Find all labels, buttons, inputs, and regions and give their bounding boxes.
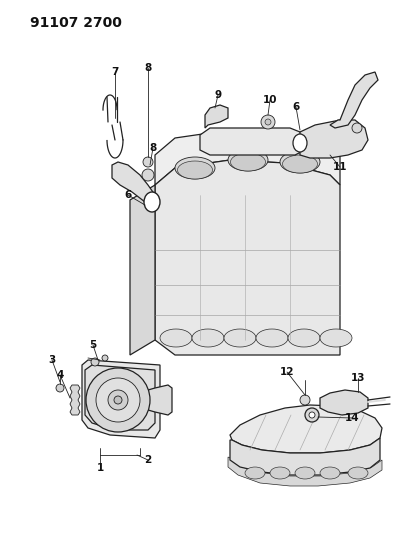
- Circle shape: [86, 368, 150, 432]
- Ellipse shape: [175, 157, 215, 179]
- Text: 7: 7: [111, 67, 119, 77]
- Circle shape: [309, 412, 315, 418]
- Circle shape: [102, 355, 108, 361]
- Text: 14: 14: [345, 413, 359, 423]
- Polygon shape: [112, 162, 155, 210]
- Text: 9: 9: [215, 90, 222, 100]
- Text: 8: 8: [149, 143, 157, 153]
- Ellipse shape: [228, 149, 268, 171]
- Text: 11: 11: [333, 162, 347, 172]
- Text: 91107 2700: 91107 2700: [30, 16, 122, 30]
- Ellipse shape: [144, 192, 160, 212]
- Polygon shape: [130, 185, 155, 355]
- Circle shape: [300, 395, 310, 405]
- Circle shape: [91, 358, 99, 366]
- Polygon shape: [200, 128, 305, 155]
- Ellipse shape: [320, 329, 352, 347]
- Text: 12: 12: [280, 367, 294, 377]
- Circle shape: [265, 119, 271, 125]
- Circle shape: [142, 169, 154, 181]
- Ellipse shape: [256, 329, 288, 347]
- Ellipse shape: [245, 467, 265, 479]
- Ellipse shape: [288, 329, 320, 347]
- Circle shape: [96, 378, 140, 422]
- Circle shape: [352, 123, 362, 133]
- Text: 8: 8: [144, 63, 152, 73]
- Ellipse shape: [320, 467, 340, 479]
- Ellipse shape: [192, 329, 224, 347]
- Circle shape: [305, 408, 319, 422]
- Polygon shape: [300, 120, 368, 158]
- Polygon shape: [85, 365, 155, 430]
- Polygon shape: [82, 360, 160, 438]
- Ellipse shape: [348, 467, 368, 479]
- Ellipse shape: [160, 329, 192, 347]
- Circle shape: [108, 390, 128, 410]
- Polygon shape: [155, 160, 340, 355]
- Polygon shape: [330, 72, 378, 128]
- Ellipse shape: [283, 155, 318, 173]
- Polygon shape: [230, 405, 382, 453]
- Text: 6: 6: [124, 190, 132, 200]
- Ellipse shape: [224, 329, 256, 347]
- Text: 13: 13: [351, 373, 365, 383]
- Text: 4: 4: [56, 370, 64, 380]
- Polygon shape: [230, 438, 380, 475]
- Text: 1: 1: [96, 463, 103, 473]
- Text: 3: 3: [49, 355, 56, 365]
- Ellipse shape: [295, 467, 315, 479]
- Polygon shape: [320, 390, 368, 415]
- Polygon shape: [228, 457, 382, 486]
- Circle shape: [114, 396, 122, 404]
- Text: 6: 6: [293, 102, 300, 112]
- Circle shape: [143, 157, 153, 167]
- Polygon shape: [148, 385, 172, 415]
- Ellipse shape: [293, 134, 307, 152]
- Text: 2: 2: [144, 455, 152, 465]
- Text: 10: 10: [263, 95, 277, 105]
- Circle shape: [261, 115, 275, 129]
- Circle shape: [56, 384, 64, 392]
- Polygon shape: [155, 130, 340, 185]
- Ellipse shape: [270, 467, 290, 479]
- Ellipse shape: [230, 153, 265, 171]
- Polygon shape: [205, 105, 228, 128]
- Text: 5: 5: [90, 340, 97, 350]
- Polygon shape: [70, 385, 80, 415]
- Ellipse shape: [280, 151, 320, 173]
- Ellipse shape: [178, 161, 213, 179]
